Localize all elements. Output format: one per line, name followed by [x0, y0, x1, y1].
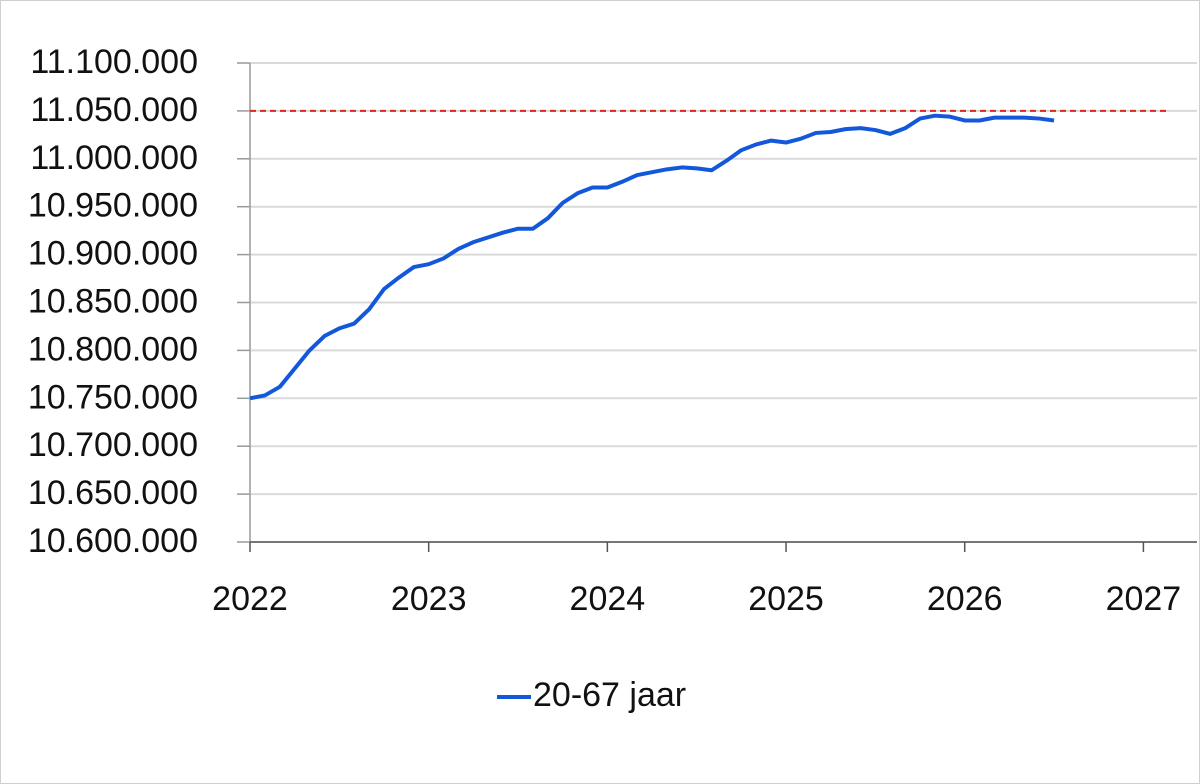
y-tick-label: 10.600.000	[28, 522, 198, 560]
x-tick-label: 2026	[927, 580, 1003, 618]
y-tick-label: 10.650.000	[28, 474, 198, 512]
data-line	[249, 113, 1055, 401]
x-tick-label: 2024	[570, 580, 646, 618]
legend-label: 20-67 jaar	[533, 676, 686, 714]
y-tick-label: 11.050.000	[30, 91, 198, 129]
y-tick-label: 10.750.000	[28, 378, 198, 416]
y-tick-label: 10.950.000	[28, 187, 198, 225]
y-tick-label: 10.800.000	[28, 330, 198, 368]
y-tick-label: 11.100.000	[30, 43, 198, 81]
x-tick-label: 2025	[748, 580, 824, 618]
y-tick-label: 10.700.000	[28, 426, 198, 464]
x-tick-label: 2027	[1106, 580, 1182, 618]
x-tick-label: 2023	[391, 580, 467, 618]
y-tick-label: 11.000.000	[30, 139, 198, 177]
x-tick-label: 2022	[212, 580, 288, 618]
y-tick-label: 10.900.000	[28, 235, 198, 273]
y-tick-label: 10.850.000	[28, 282, 198, 320]
